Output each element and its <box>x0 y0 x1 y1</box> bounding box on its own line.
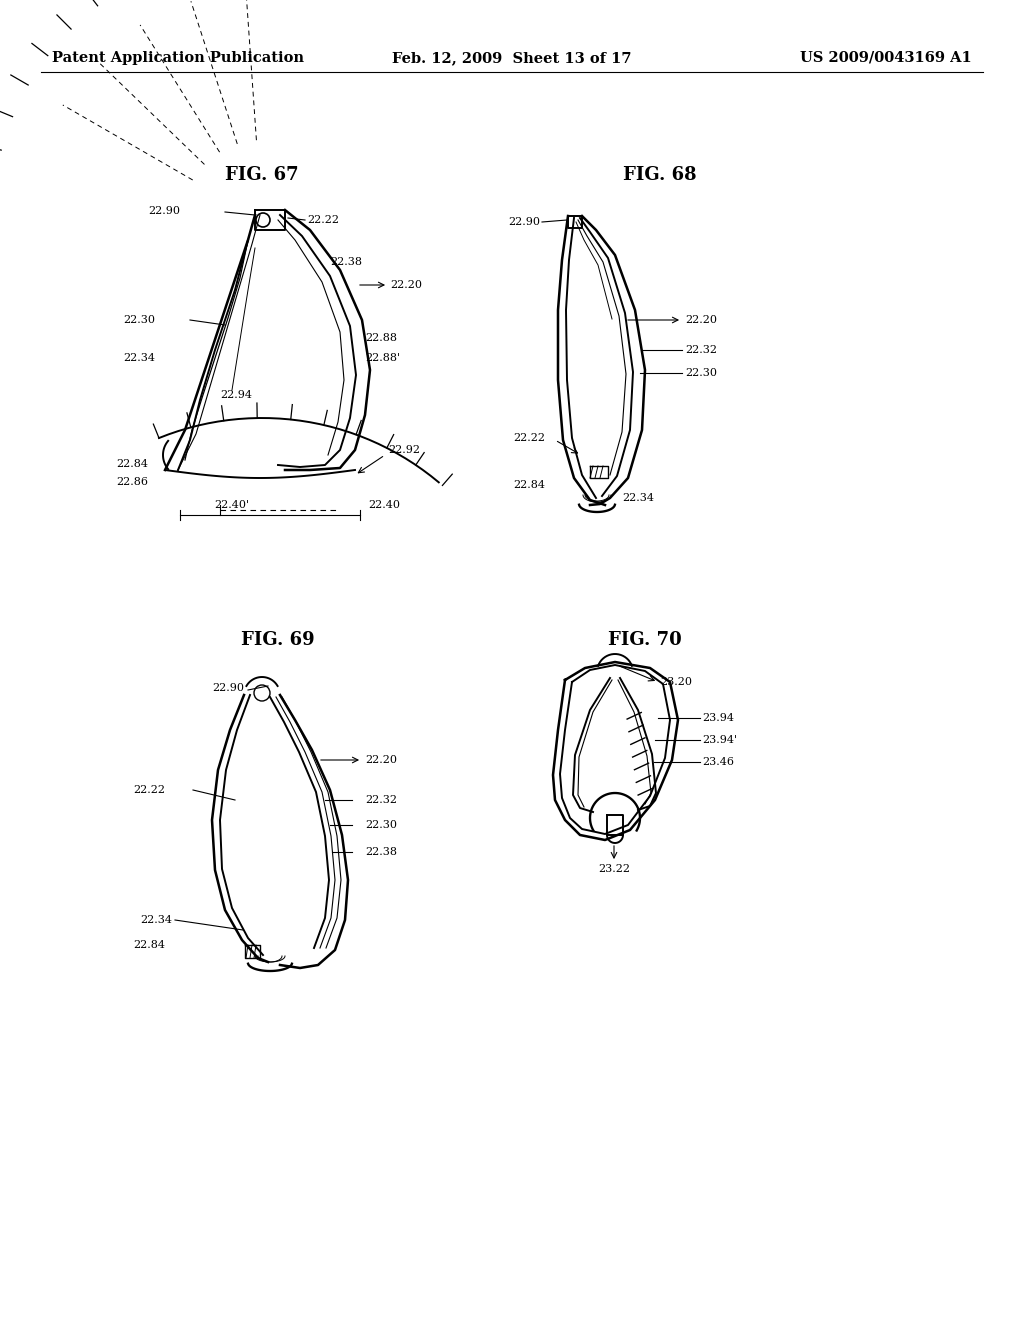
Text: 22.30: 22.30 <box>123 315 155 325</box>
Text: 22.22: 22.22 <box>513 433 545 444</box>
Text: 23.22: 23.22 <box>598 865 630 874</box>
Text: US 2009/0043169 A1: US 2009/0043169 A1 <box>800 50 972 65</box>
Text: 23.94: 23.94 <box>702 713 734 723</box>
Text: 22.90: 22.90 <box>148 206 180 216</box>
Text: 22.86: 22.86 <box>116 477 148 487</box>
Text: 22.90: 22.90 <box>212 682 244 693</box>
Text: 22.34: 22.34 <box>140 915 172 925</box>
Text: 22.32: 22.32 <box>365 795 397 805</box>
Text: 22.22: 22.22 <box>133 785 165 795</box>
Text: 23.20: 23.20 <box>660 677 692 686</box>
Text: 22.20: 22.20 <box>365 755 397 766</box>
Text: 22.32: 22.32 <box>685 345 717 355</box>
Text: 22.40': 22.40' <box>214 500 250 510</box>
Text: 22.20: 22.20 <box>390 280 422 290</box>
Text: 22.94: 22.94 <box>220 389 252 400</box>
Text: 22.88: 22.88 <box>365 333 397 343</box>
Text: 22.30: 22.30 <box>365 820 397 830</box>
Text: 22.88': 22.88' <box>365 352 400 363</box>
Text: Feb. 12, 2009  Sheet 13 of 17: Feb. 12, 2009 Sheet 13 of 17 <box>392 50 632 65</box>
Text: 22.34: 22.34 <box>123 352 155 363</box>
Text: 22.38: 22.38 <box>365 847 397 857</box>
Text: 22.22: 22.22 <box>307 215 339 224</box>
Text: 22.84: 22.84 <box>133 940 165 950</box>
Text: 22.20: 22.20 <box>685 315 717 325</box>
Text: 22.30: 22.30 <box>685 368 717 378</box>
Text: 22.38: 22.38 <box>330 257 362 267</box>
Text: 22.90: 22.90 <box>508 216 540 227</box>
Text: Patent Application Publication: Patent Application Publication <box>52 50 304 65</box>
Text: 22.92: 22.92 <box>388 445 420 455</box>
Text: 22.84: 22.84 <box>513 480 545 490</box>
Text: 22.40: 22.40 <box>368 500 400 510</box>
Text: FIG. 67: FIG. 67 <box>225 166 299 183</box>
Text: FIG. 69: FIG. 69 <box>242 631 314 649</box>
Text: 22.84: 22.84 <box>116 459 148 469</box>
Text: FIG. 70: FIG. 70 <box>608 631 682 649</box>
Text: FIG. 68: FIG. 68 <box>624 166 696 183</box>
Text: 23.94': 23.94' <box>702 735 737 744</box>
Text: 22.34: 22.34 <box>622 492 654 503</box>
Text: 23.46: 23.46 <box>702 756 734 767</box>
